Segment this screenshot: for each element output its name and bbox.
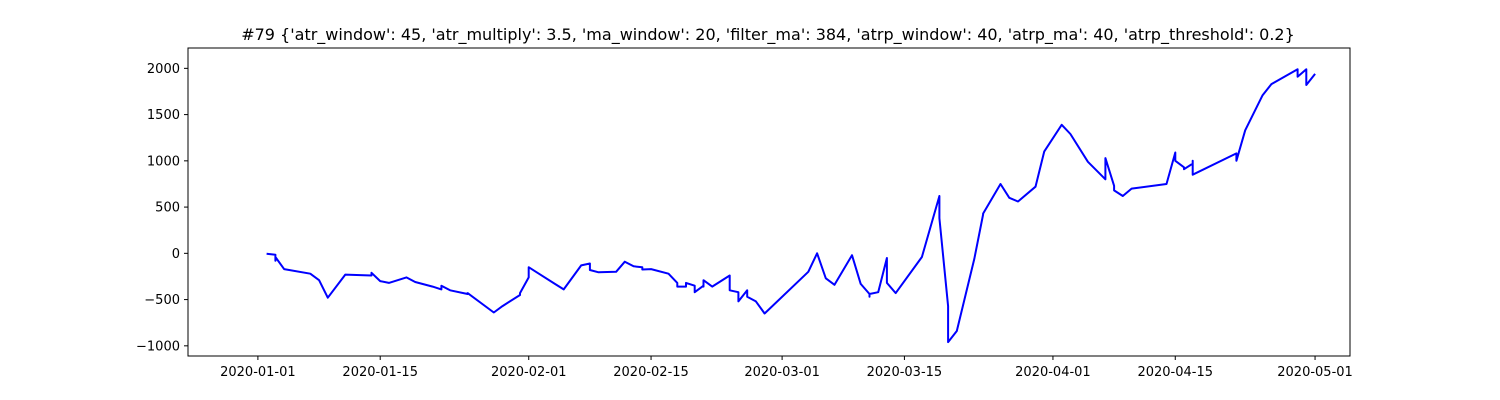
- series-line: [266, 68, 1316, 344]
- x-tick-label: 2020-03-01: [744, 365, 820, 380]
- y-tick-label: 1500: [147, 108, 180, 123]
- y-tick-label: 0: [172, 247, 180, 262]
- x-tick-label: 2020-02-01: [491, 365, 567, 380]
- x-tick-label: 2020-05-01: [1277, 365, 1353, 380]
- x-tick-label: 2020-04-15: [1137, 365, 1213, 380]
- plot-area-frame: [187, 47, 1351, 357]
- x-tick-label: 2020-02-15: [613, 365, 689, 380]
- y-tick-label: −500: [144, 293, 180, 308]
- y-tick-label: 500: [155, 201, 180, 216]
- x-tick-label: 2020-04-01: [1015, 365, 1091, 380]
- x-axis: 2020-01-01 2020-01-15 2020-02-01 2020-02-15…: [220, 356, 1353, 380]
- y-axis: −1000 −500 0 500 1000 1500 2000: [136, 62, 188, 354]
- y-tick-label: 2000: [147, 62, 180, 77]
- x-tick-label: 2020-03-15: [867, 365, 943, 380]
- chart-title: #79 {'atr_window': 45, 'atr_multiply': 3…: [241, 25, 1295, 45]
- y-tick-label: −1000: [136, 339, 180, 354]
- x-tick-label: 2020-01-01: [220, 365, 296, 380]
- y-tick-label: 1000: [147, 154, 180, 169]
- x-tick-label: 2020-01-15: [342, 365, 418, 380]
